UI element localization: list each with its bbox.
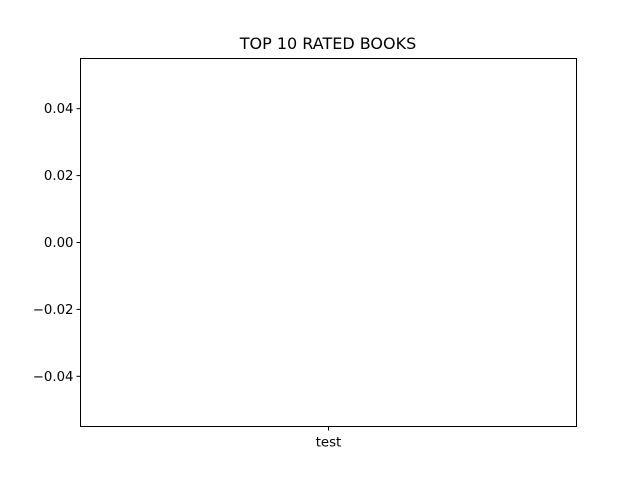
chart-title: TOP 10 RATED BOOKS [239,34,417,53]
y-tick-label: 0.00 [44,236,74,251]
y-tick-label: 0.02 [44,169,74,184]
x-tick-label: test [316,436,342,451]
x-axis: test [316,426,342,451]
y-tick-label: −0.02 [33,303,74,318]
y-tick-label: −0.04 [33,370,74,385]
y-axis: 0.04 0.02 0.00 −0.02 −0.04 [33,102,81,385]
y-tick-label: 0.04 [44,102,74,117]
plot-area-frame [80,58,577,427]
